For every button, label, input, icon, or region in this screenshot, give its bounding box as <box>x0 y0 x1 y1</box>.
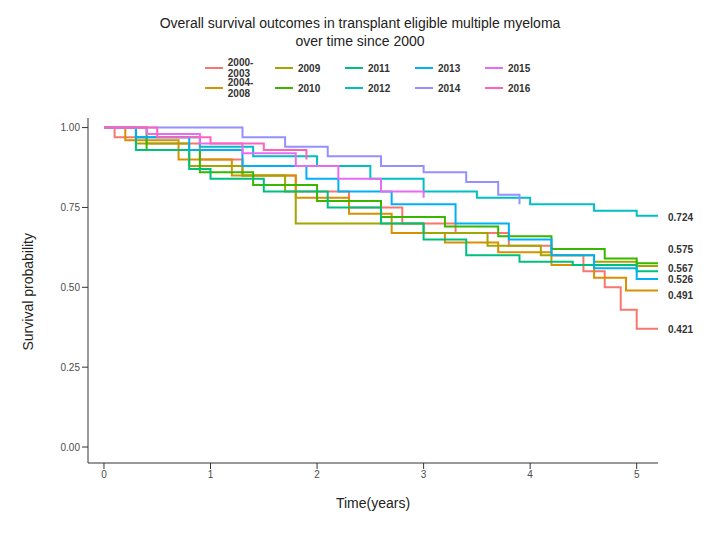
html-text:2000-2003: 2000-2003 <box>227 57 254 79</box>
svg-text:Survival probability: Survival probability <box>20 233 36 351</box>
svg-text:1.00: 1.00 <box>61 122 81 133</box>
svg-text:0.491: 0.491 <box>668 290 693 301</box>
svg-text:0.75: 0.75 <box>61 202 81 213</box>
html-text:2004-2008: 2004-2008 <box>227 77 254 99</box>
html-text:2012: 2012 <box>368 82 391 94</box>
svg-text:0.526: 0.526 <box>668 274 693 285</box>
svg-text:0.00: 0.00 <box>61 442 81 453</box>
html-text:2013: 2013 <box>438 62 461 74</box>
svg-text:Time(years): Time(years) <box>336 495 410 511</box>
svg-text:0.50: 0.50 <box>61 282 81 293</box>
html-text:2016: 2016 <box>508 82 531 94</box>
svg-text:0.575: 0.575 <box>668 244 693 255</box>
svg-text:0.724: 0.724 <box>668 212 693 223</box>
svg-text:0: 0 <box>101 469 107 480</box>
html-text:2011: 2011 <box>368 62 390 74</box>
html-text:2014: 2014 <box>438 82 461 94</box>
html-text:2015: 2015 <box>508 62 531 74</box>
svg-text:2: 2 <box>314 469 320 480</box>
svg-text:1: 1 <box>208 469 214 480</box>
svg-text:0.567: 0.567 <box>668 263 693 274</box>
html-text:Overall survival outcomes in t: Overall survival outcomes in transplant … <box>159 15 561 49</box>
svg-text:3: 3 <box>421 469 427 480</box>
html-text:2009: 2009 <box>298 62 321 74</box>
svg-text:0.421: 0.421 <box>668 324 693 335</box>
svg-text:0.25: 0.25 <box>61 362 81 373</box>
svg-text:4: 4 <box>527 469 533 480</box>
html-text:2010: 2010 <box>298 82 321 94</box>
svg-text:5: 5 <box>634 469 640 480</box>
